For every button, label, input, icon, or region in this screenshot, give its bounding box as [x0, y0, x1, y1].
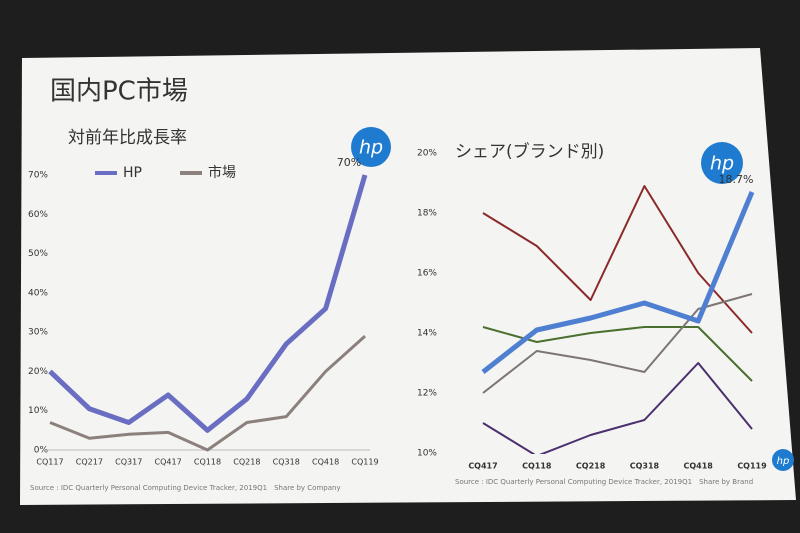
x-tick-label: CQ118 [522, 462, 552, 471]
y-tick-label: 50% [28, 249, 48, 259]
legend-label: 市場 [208, 164, 236, 181]
x-tick-label: CQ119 [351, 458, 378, 467]
legend-label: HP [123, 165, 142, 181]
value-label: 18.7% [719, 173, 754, 186]
y-tick-label: 18% [417, 209, 437, 219]
series-line [482, 185, 753, 334]
y-tick-label: 16% [417, 269, 437, 279]
logo-text: hp [777, 456, 790, 467]
x-tick-label: CQ318 [273, 458, 300, 467]
chart-title: シェア(ブランド別) [455, 141, 604, 162]
x-tick-label: CQ417 [155, 458, 182, 467]
y-tick-label: 10% [28, 406, 48, 416]
x-tick-label: CQ118 [194, 458, 221, 467]
series-line [49, 334, 367, 452]
logo: hp [701, 142, 743, 184]
x-tick-label: CQ218 [576, 462, 606, 471]
x-tick-label: CQ317 [115, 458, 142, 467]
x-tick-label: CQ217 [76, 458, 103, 467]
y-tick-label: 12% [417, 389, 437, 399]
y-tick-label: 0% [34, 446, 49, 456]
logo-circle [772, 449, 794, 471]
logo: hp [351, 127, 391, 167]
y-tick-label: 14% [417, 329, 437, 339]
chart-title: 対前年比成長率 [68, 128, 187, 148]
value-label: 70% [337, 156, 361, 169]
logo-circle [351, 127, 391, 167]
y-tick-label: 40% [28, 288, 48, 298]
y-tick-label: 20% [417, 149, 437, 159]
y-tick-label: 30% [28, 328, 48, 338]
series-line [481, 191, 755, 374]
y-tick-label: 10% [417, 449, 437, 459]
y-tick-label: 60% [28, 210, 48, 220]
series-line [482, 293, 753, 394]
x-tick-label: CQ318 [630, 462, 660, 471]
series-line [482, 362, 753, 454]
x-tick-label: CQ119 [737, 462, 767, 471]
source: Source : IDC Quarterly Personal Computin… [30, 484, 341, 492]
slide-title: 国内PC市場 [50, 77, 188, 107]
logo: hp [772, 449, 794, 471]
x-tick-label: CQ218 [233, 458, 260, 467]
y-tick-label: 70% [28, 171, 48, 181]
logo-circle [701, 142, 743, 184]
slide [20, 48, 796, 505]
x-tick-label: CQ418 [312, 458, 339, 467]
y-tick-label: 20% [28, 367, 48, 377]
x-tick-label: CQ418 [684, 462, 714, 471]
x-tick-label: CQ417 [468, 462, 497, 471]
x-tick-label: CQ117 [36, 458, 63, 467]
source: Source : IDC Quarterly Personal Computin… [455, 478, 753, 486]
series-line [48, 174, 368, 433]
logo-text: hp [359, 137, 383, 159]
logo-text: hp [710, 153, 734, 175]
